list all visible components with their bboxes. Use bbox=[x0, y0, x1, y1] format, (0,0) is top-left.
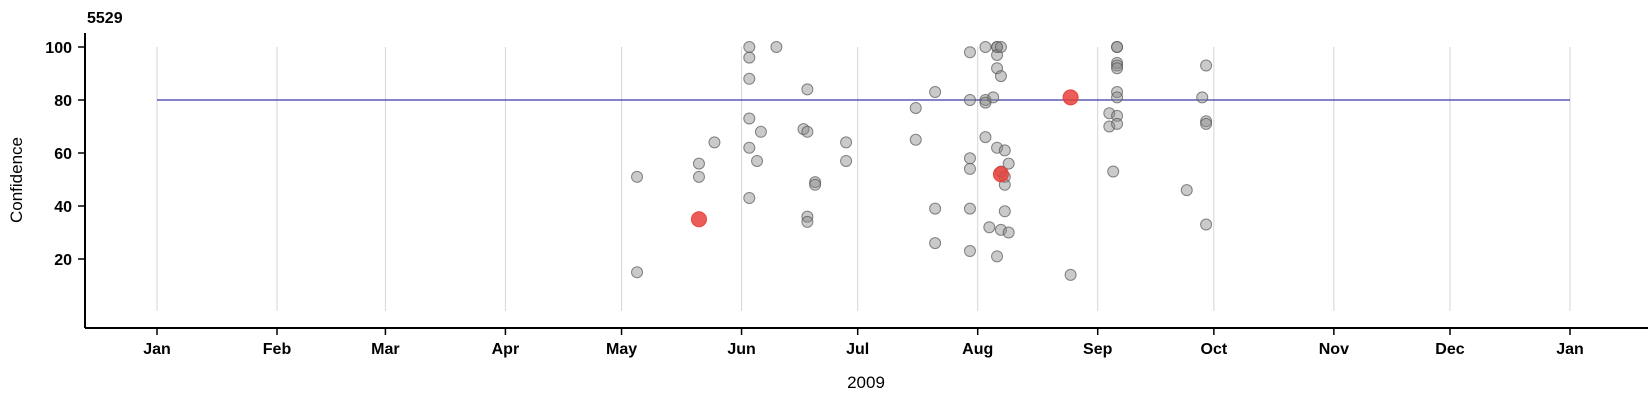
data-point bbox=[692, 170, 705, 183]
data-point bbox=[998, 205, 1011, 218]
y-tick-label: 40 bbox=[54, 199, 72, 216]
data-point bbox=[801, 125, 814, 138]
data-point bbox=[1196, 91, 1209, 104]
data-point bbox=[1111, 117, 1124, 130]
data-point bbox=[983, 221, 996, 234]
data-point bbox=[743, 72, 756, 85]
data-point bbox=[929, 86, 942, 99]
data-point bbox=[987, 91, 1000, 104]
x-tick-label: Dec bbox=[1435, 341, 1464, 358]
y-tick-label: 20 bbox=[54, 252, 72, 269]
data-point bbox=[743, 141, 756, 154]
data-point bbox=[754, 125, 767, 138]
data-point bbox=[929, 202, 942, 215]
y-tick-labels: 20 40 60 80 100 bbox=[45, 40, 85, 269]
data-point bbox=[631, 266, 644, 279]
x-tick-label: Jan bbox=[1556, 341, 1584, 358]
data-point bbox=[963, 46, 976, 59]
x-tick-label: Jul bbox=[846, 341, 869, 358]
data-point bbox=[1200, 218, 1213, 231]
data-point bbox=[963, 245, 976, 258]
y-tick-label: 80 bbox=[54, 93, 72, 110]
data-point bbox=[743, 112, 756, 125]
data-point bbox=[1111, 59, 1124, 72]
x-tick-label: May bbox=[606, 341, 637, 358]
data-point bbox=[1180, 184, 1193, 197]
data-point bbox=[994, 70, 1007, 83]
x-tick-label: Feb bbox=[263, 341, 292, 358]
data-point bbox=[1103, 107, 1116, 120]
data-point bbox=[840, 154, 853, 167]
gridlines bbox=[156, 47, 1571, 311]
y-tick-label: 100 bbox=[45, 40, 72, 57]
data-point bbox=[1200, 59, 1213, 72]
data-point bbox=[840, 136, 853, 149]
data-point bbox=[991, 250, 1004, 263]
data-point bbox=[909, 101, 922, 114]
data-point bbox=[708, 136, 721, 149]
x-tick-label: Aug bbox=[962, 341, 993, 358]
data-point bbox=[801, 83, 814, 96]
data-point bbox=[979, 131, 992, 144]
x-tick-label: Sep bbox=[1083, 341, 1113, 358]
x-tick-label: Mar bbox=[371, 341, 399, 358]
data-point bbox=[809, 178, 822, 191]
data-point bbox=[1002, 226, 1015, 239]
data-point bbox=[1111, 91, 1124, 104]
data-point bbox=[979, 94, 992, 106]
data-point bbox=[751, 154, 764, 167]
data-point bbox=[1002, 157, 1015, 170]
x-tick-label: Oct bbox=[1201, 341, 1228, 358]
data-point bbox=[770, 41, 783, 53]
data-point bbox=[994, 223, 1007, 236]
x-axis-label: 2009 bbox=[847, 373, 885, 392]
data-point bbox=[979, 41, 992, 53]
y-tick-label: 60 bbox=[54, 146, 72, 163]
data-point bbox=[1200, 117, 1213, 130]
x-tick-label: Apr bbox=[492, 341, 520, 358]
data-point bbox=[991, 141, 1004, 154]
x-tick-label: Jan bbox=[143, 341, 171, 358]
data-point bbox=[1111, 62, 1124, 75]
data-point bbox=[743, 41, 756, 53]
highlight-point bbox=[992, 166, 1009, 183]
x-tick-labels: Jan Feb Mar Apr May Jun Jul Aug Sep Oct Nov Dec Jan bbox=[143, 328, 1584, 358]
x-tick-label: Nov bbox=[1319, 341, 1349, 358]
data-point bbox=[909, 133, 922, 146]
data-point bbox=[801, 215, 814, 228]
data-point bbox=[929, 237, 942, 250]
data-point bbox=[743, 51, 756, 64]
data-point bbox=[809, 176, 822, 189]
highlight-point bbox=[1062, 89, 1079, 106]
highlight-point bbox=[690, 211, 707, 228]
data-point bbox=[998, 144, 1011, 157]
y-axis-label: Confidence bbox=[7, 137, 26, 223]
data-point bbox=[1200, 115, 1213, 128]
data-point bbox=[743, 192, 756, 205]
data-points bbox=[631, 41, 1213, 281]
data-point bbox=[963, 162, 976, 175]
x-tick-label: Jun bbox=[727, 341, 755, 358]
data-point bbox=[963, 152, 976, 165]
data-point bbox=[963, 202, 976, 215]
data-point bbox=[1111, 41, 1124, 53]
data-point bbox=[963, 94, 976, 106]
chart-title: 5529 bbox=[87, 10, 123, 27]
data-point bbox=[692, 157, 705, 170]
data-point bbox=[1103, 120, 1116, 133]
data-point bbox=[1064, 268, 1077, 281]
data-point bbox=[994, 41, 1007, 53]
data-point bbox=[631, 170, 644, 183]
axes bbox=[84, 33, 1648, 329]
data-point bbox=[1107, 165, 1120, 178]
